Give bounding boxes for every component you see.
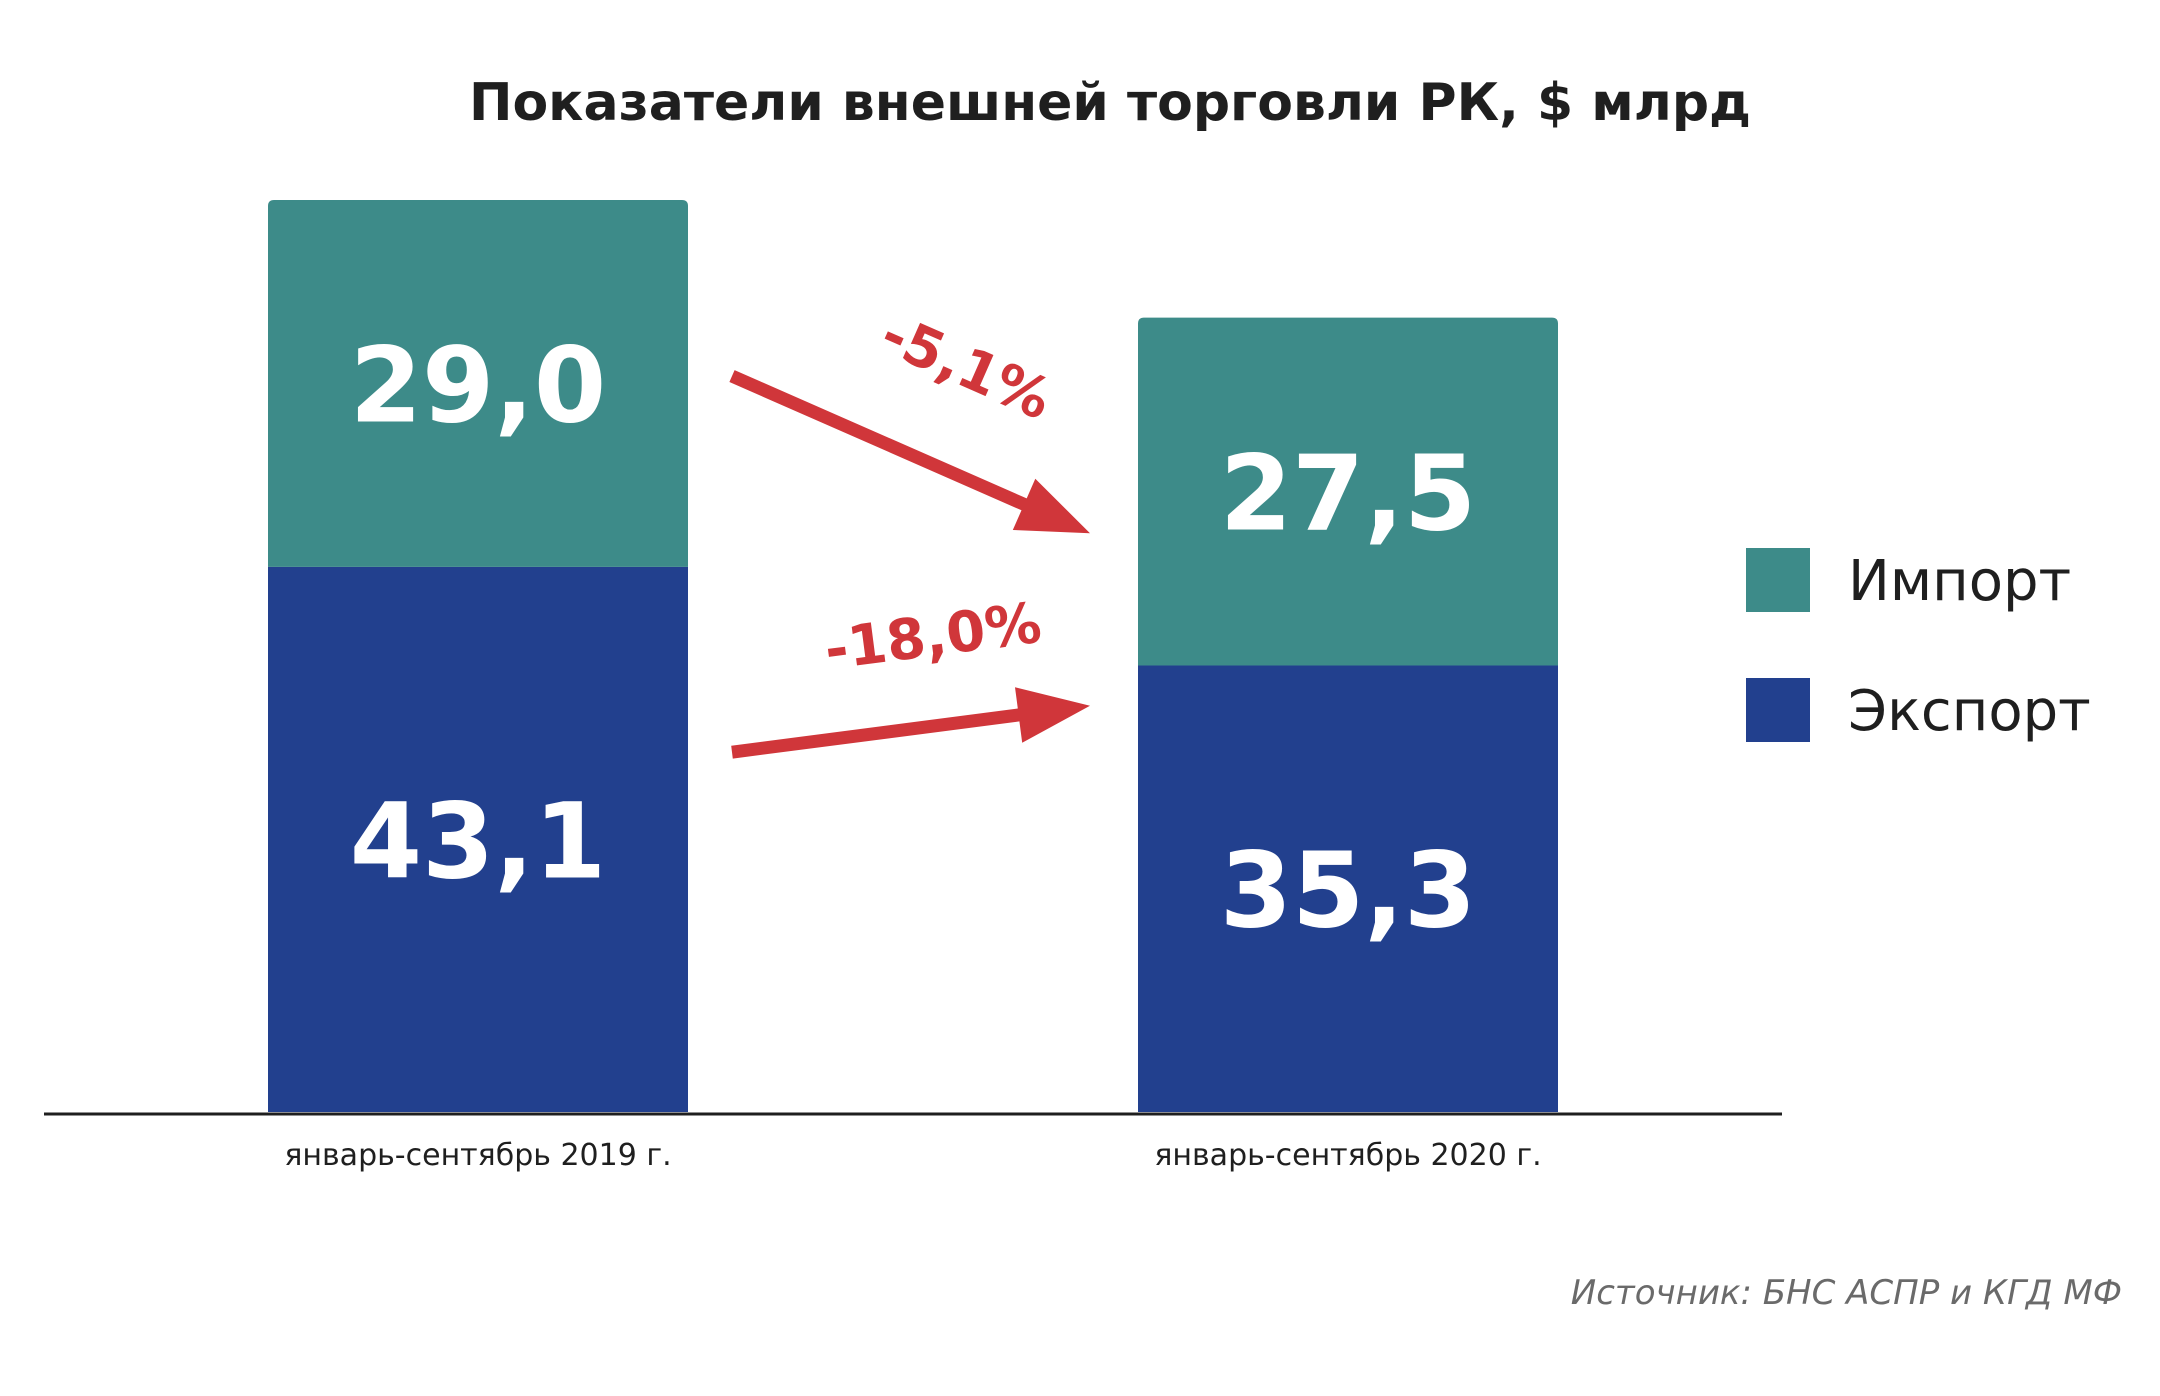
category-label-0: январь-сентябрь 2019 г.	[284, 1138, 671, 1173]
chart-title: Показатели внешней торговли РК, $ млрд	[469, 73, 1751, 133]
value-label-export-0: 43,1	[350, 780, 607, 902]
bars-layer: 43,1 29,0 35,3 27,5	[268, 200, 1558, 1112]
category-label-1: январь-сентябрь 2020 г.	[1154, 1138, 1541, 1173]
legend-swatch-import	[1746, 548, 1810, 612]
legend-label-export: Экспорт	[1848, 679, 2091, 744]
legend-swatch-export	[1746, 678, 1810, 742]
bar-import-0	[268, 200, 688, 567]
change-arrow-export	[731, 687, 1090, 759]
value-label-import-1: 27,5	[1220, 433, 1477, 555]
value-label-import-0: 29,0	[350, 324, 607, 446]
change-label-import: -5,1%	[871, 302, 1061, 433]
change-label-export: -18,0%	[821, 591, 1045, 683]
source-note: Источник: БНС АСПР и КГД МФ	[1571, 1273, 2122, 1313]
legend-label-import: Импорт	[1848, 549, 2071, 614]
change-arrow-import	[729, 370, 1090, 534]
legend: Импорт Экспорт	[1746, 548, 2091, 744]
bar-export-1	[1138, 665, 1558, 1112]
bar-export-0	[268, 566, 688, 1112]
change-arrows: -5,1% -18,0%	[729, 302, 1090, 759]
value-label-export-1: 35,3	[1220, 830, 1477, 952]
category-labels: январь-сентябрь 2019 г. январь-сентябрь 2…	[284, 1138, 1541, 1173]
bar-import-1	[1138, 317, 1558, 666]
